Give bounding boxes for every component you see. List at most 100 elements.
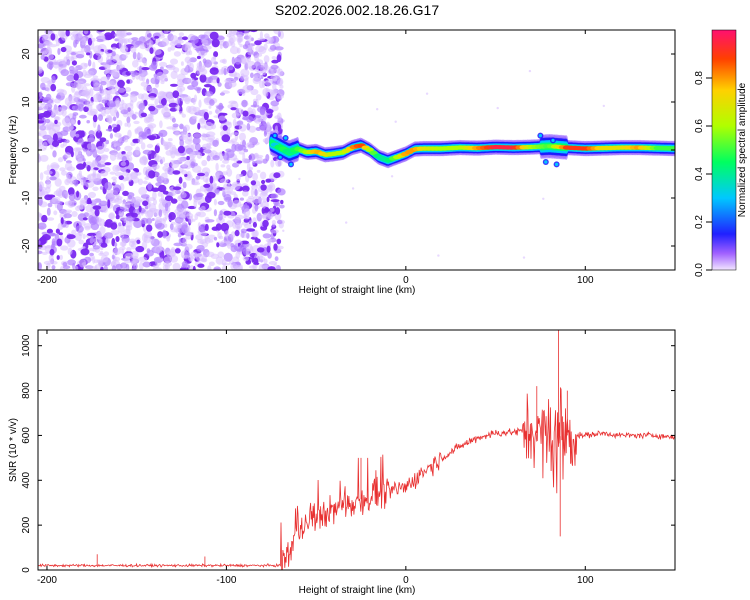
heatmap-noise-blob: [73, 73, 79, 81]
heatmap-noise-blob: [215, 223, 222, 231]
heatmap-noise-blob: [115, 98, 120, 106]
heatmap-noise-blob: [206, 251, 215, 257]
heatmap-noise-blob: [152, 264, 160, 269]
heatmap-noise-blob: [259, 122, 268, 130]
heatmap-noise-blob: [121, 99, 125, 105]
heatmap-noise-blob: [127, 122, 131, 128]
heatmap-noise-blob: [54, 116, 61, 121]
colorbar-label: Normalized spectral amplitude: [737, 82, 748, 217]
heatmap-noise-blob: [249, 30, 258, 33]
heatmap-noise-blob: [262, 79, 266, 88]
heatmap-noise-blob: [231, 132, 240, 136]
heatmap-noise-blob: [172, 170, 181, 175]
x-tick-label: -200: [37, 275, 57, 286]
heatmap-ridge-cell: [284, 136, 288, 140]
heatmap-noise-blob: [257, 37, 266, 41]
heatmap-noise-blob: [92, 169, 97, 176]
heatmap-noise-layer: [38, 30, 605, 270]
heatmap-noise-blob: [165, 202, 169, 212]
heatmap-noise-blob: [124, 145, 133, 152]
heatmap-noise-blob: [236, 160, 243, 164]
heatmap-noise-blob: [146, 224, 153, 232]
heatmap-noise-blob: [41, 251, 48, 255]
heatmap-noise-blob: [147, 123, 157, 129]
heatmap-noise-blob: [118, 212, 124, 217]
heatmap-noise-blob: [199, 68, 208, 76]
heatmap-noise-blob: [180, 61, 184, 66]
heatmap-noise-blob: [122, 190, 129, 196]
heatmap-noise-blob: [265, 238, 273, 243]
heatmap-noise-blob: [52, 133, 58, 142]
heatmap-noise-blob: [255, 94, 262, 101]
heatmap-noise-blob: [276, 238, 282, 245]
heatmap-noise-blob: [133, 120, 140, 125]
heatmap-noise-blob: [213, 209, 217, 217]
heatmap-noise-blob: [208, 261, 215, 267]
heatmap-noise-blob: [163, 30, 169, 35]
heatmap-noise-blob: [73, 39, 78, 48]
heatmap-noise-blob: [166, 235, 171, 242]
heatmap-noise-blob: [96, 38, 104, 43]
heatmap-noise-blob: [109, 171, 116, 175]
heatmap-noise-blob: [201, 132, 207, 141]
heatmap-noise-blob: [210, 56, 217, 64]
heatmap-noise-blob: [46, 175, 50, 181]
heatmap-noise-blob: [209, 67, 219, 75]
heatmap-noise-blob: [157, 231, 164, 238]
heatmap-noise-blob: [86, 120, 90, 124]
y-tick-label: 200: [21, 516, 32, 533]
heatmap-noise-blob: [76, 80, 84, 84]
heatmap-noise-blob: [181, 36, 189, 41]
heatmap-noise-blob: [80, 62, 88, 70]
heatmap-noise-blob: [95, 130, 103, 139]
heatmap-noise-blob: [125, 51, 130, 55]
heatmap-noise-blob: [130, 243, 137, 250]
heatmap-noise-blob: [100, 81, 107, 86]
heatmap-noise-blob: [61, 117, 71, 127]
heatmap-noise-blob: [270, 91, 277, 98]
heatmap-noise-blob: [176, 213, 186, 218]
heatmap-noise-blob: [244, 30, 249, 36]
heatmap-noise-blob: [274, 46, 284, 51]
heatmap-noise-blob: [130, 45, 137, 53]
heatmap-noise-blob: [111, 51, 116, 57]
heatmap-noise-blob: [222, 258, 227, 267]
heatmap-noise-blob: [191, 182, 201, 186]
heatmap-noise-blob: [210, 123, 216, 130]
heatmap-noise-blob: [222, 188, 226, 193]
heatmap-noise-blob: [169, 223, 174, 230]
heatmap-noise-blob: [138, 131, 146, 138]
heatmap-noise-blob: [230, 30, 237, 36]
heatmap-noise-blob: [217, 82, 222, 87]
heatmap-noise-blob: [103, 148, 110, 152]
heatmap-noise-blob: [156, 104, 165, 109]
colorbar-tick-label: 0.0: [694, 263, 705, 277]
snr-frame: [37, 329, 676, 571]
heatmap-noise-blob: [105, 128, 114, 132]
heatmap-noise-blob: [203, 45, 212, 50]
heatmap-noise-blob: [79, 114, 87, 119]
heatmap-noise-blob: [117, 224, 125, 234]
heatmap-noise-blob: [254, 54, 259, 62]
heatmap-noise-blob: [186, 155, 190, 161]
heatmap-noise-blob: [51, 124, 61, 132]
heatmap-noise-blob: [212, 139, 219, 147]
heatmap-noise-blob: [232, 199, 242, 208]
heatmap-noise-blob: [211, 38, 220, 48]
heatmap-noise-blob: [243, 216, 251, 220]
heatmap-noise-blob: [75, 225, 84, 233]
heatmap-noise-blob: [203, 59, 213, 68]
heatmap-noise-blob: [215, 256, 224, 265]
heatmap-noise-blob: [193, 116, 198, 120]
heatmap-noise-blob: [198, 50, 208, 57]
heatmap-noise-blob: [257, 255, 266, 263]
colorbar-tick-label: 0.2: [694, 215, 705, 229]
heatmap-noise-blob: [112, 178, 117, 185]
heatmap-noise-blob: [38, 43, 44, 49]
heatmap-noise-blob: [38, 132, 42, 137]
heatmap-noise-blob: [208, 105, 212, 109]
heatmap-noise-blob: [48, 61, 54, 65]
heatmap-noise-blob: [282, 229, 285, 232]
heatmap-noise-blob: [38, 113, 48, 118]
heatmap-ridge-cell: [538, 134, 543, 138]
